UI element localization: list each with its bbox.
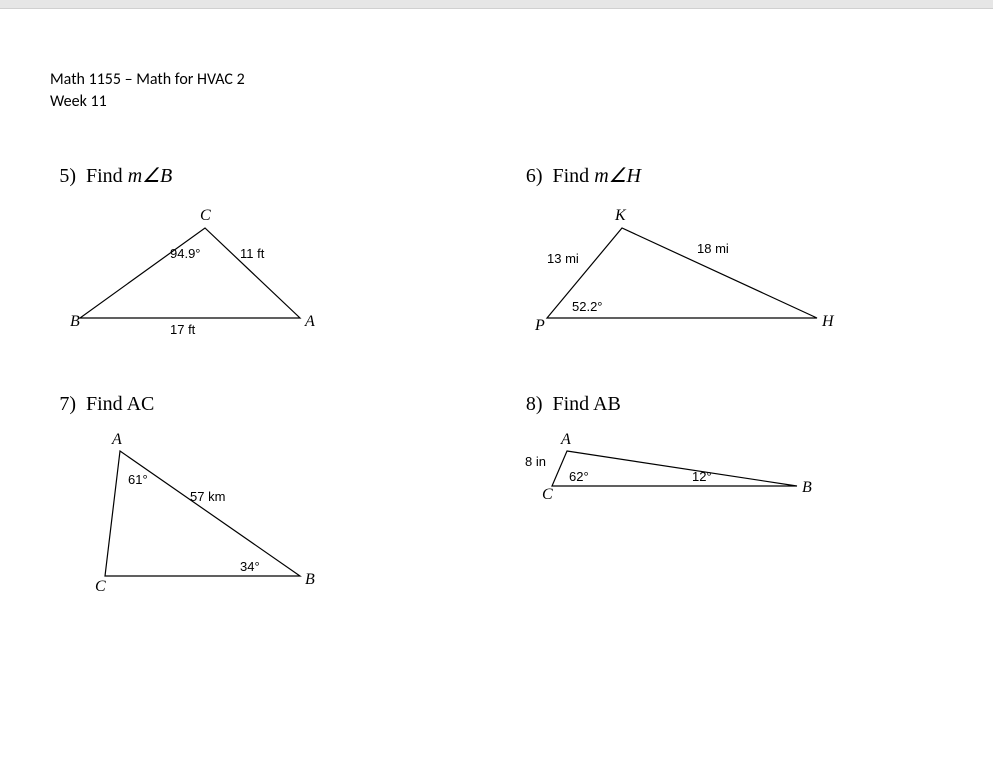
prompt-var: m∠H bbox=[594, 165, 641, 187]
vertex-B: B bbox=[802, 479, 812, 496]
angle-B-label: 34° bbox=[240, 559, 260, 574]
vertex-K: K bbox=[614, 207, 627, 224]
triangle-8-svg: A C B 8 in 62° 12° bbox=[517, 426, 837, 516]
prompt-text: Find AC bbox=[86, 393, 154, 416]
window-top-bar bbox=[0, 0, 993, 9]
page-content: Math 1155 – Math for HVAC 2 Week 11 5) F… bbox=[0, 9, 993, 611]
problem-5-prompt: 5) Find m∠B bbox=[50, 163, 477, 188]
side-AC-label: 8 in bbox=[525, 454, 546, 469]
prompt-text: Find m∠H bbox=[553, 163, 642, 188]
angle-B-label: 12° bbox=[692, 469, 712, 484]
vertex-H: H bbox=[821, 313, 835, 330]
vertex-A: A bbox=[304, 313, 315, 330]
prompt-var: m∠B bbox=[128, 165, 173, 187]
problem-7-figure: A B C 61° 57 km 34° bbox=[50, 426, 477, 611]
vertex-B: B bbox=[305, 571, 315, 588]
problems-grid: 5) Find m∠B B A C 94.9° 11 ft 17 ft bbox=[50, 163, 943, 611]
problem-number: 8) bbox=[517, 393, 543, 416]
triangle-5 bbox=[80, 228, 300, 318]
prompt-prefix: Find bbox=[86, 165, 128, 187]
problem-6-figure: P H K 13 mi 18 mi 52.2° bbox=[517, 198, 944, 353]
header-line-2: Week 11 bbox=[50, 91, 943, 113]
vertex-A: A bbox=[111, 431, 122, 448]
vertex-C: C bbox=[542, 486, 553, 503]
vertex-C: C bbox=[95, 578, 106, 595]
prompt-var: AB bbox=[593, 393, 621, 415]
prompt-prefix: Find bbox=[86, 393, 127, 415]
prompt-prefix: Find bbox=[553, 165, 595, 187]
problem-5: 5) Find m∠B B A C 94.9° 11 ft 17 ft bbox=[50, 163, 477, 353]
vertex-A: A bbox=[560, 431, 571, 448]
vertex-B: B bbox=[70, 313, 80, 330]
triangle-8 bbox=[552, 451, 797, 486]
side-CA-label: 11 ft bbox=[240, 246, 265, 261]
angle-C-label: 94.9° bbox=[170, 246, 201, 261]
problem-number: 5) bbox=[50, 165, 76, 188]
problem-7-prompt: 7) Find AC bbox=[50, 393, 477, 416]
side-PK-label: 13 mi bbox=[547, 251, 579, 266]
triangle-7-svg: A B C 61° 57 km 34° bbox=[50, 426, 350, 606]
triangle-5-svg: B A C 94.9° 11 ft 17 ft bbox=[50, 198, 350, 348]
side-BA-label: 17 ft bbox=[170, 322, 196, 337]
problem-8-prompt: 8) Find AB bbox=[517, 393, 944, 416]
vertex-P: P bbox=[534, 317, 545, 334]
angle-A-label: 61° bbox=[128, 472, 148, 487]
triangle-7 bbox=[105, 451, 300, 576]
problem-6-prompt: 6) Find m∠H bbox=[517, 163, 944, 188]
prompt-text: Find AB bbox=[553, 393, 621, 416]
triangle-6-svg: P H K 13 mi 18 mi 52.2° bbox=[517, 198, 857, 348]
angle-C-label: 62° bbox=[569, 469, 589, 484]
side-KH-label: 18 mi bbox=[697, 241, 729, 256]
problem-8: 8) Find AB A C B 8 in 62° 12° bbox=[517, 393, 944, 611]
problem-8-figure: A C B 8 in 62° 12° bbox=[517, 426, 944, 521]
side-AB-label: 57 km bbox=[190, 489, 225, 504]
problem-number: 7) bbox=[50, 393, 76, 416]
problem-5-figure: B A C 94.9° 11 ft 17 ft bbox=[50, 198, 477, 353]
vertex-C: C bbox=[200, 207, 211, 224]
angle-P-label: 52.2° bbox=[572, 299, 603, 314]
problem-6: 6) Find m∠H P H K 13 mi 18 mi 52.2° bbox=[517, 163, 944, 353]
problem-number: 6) bbox=[517, 165, 543, 188]
prompt-var: AC bbox=[127, 393, 155, 415]
prompt-text: Find m∠B bbox=[86, 163, 172, 188]
prompt-prefix: Find bbox=[553, 393, 594, 415]
header-line-1: Math 1155 – Math for HVAC 2 bbox=[50, 69, 943, 91]
problem-7: 7) Find AC A B C 61° 57 km 34° bbox=[50, 393, 477, 611]
